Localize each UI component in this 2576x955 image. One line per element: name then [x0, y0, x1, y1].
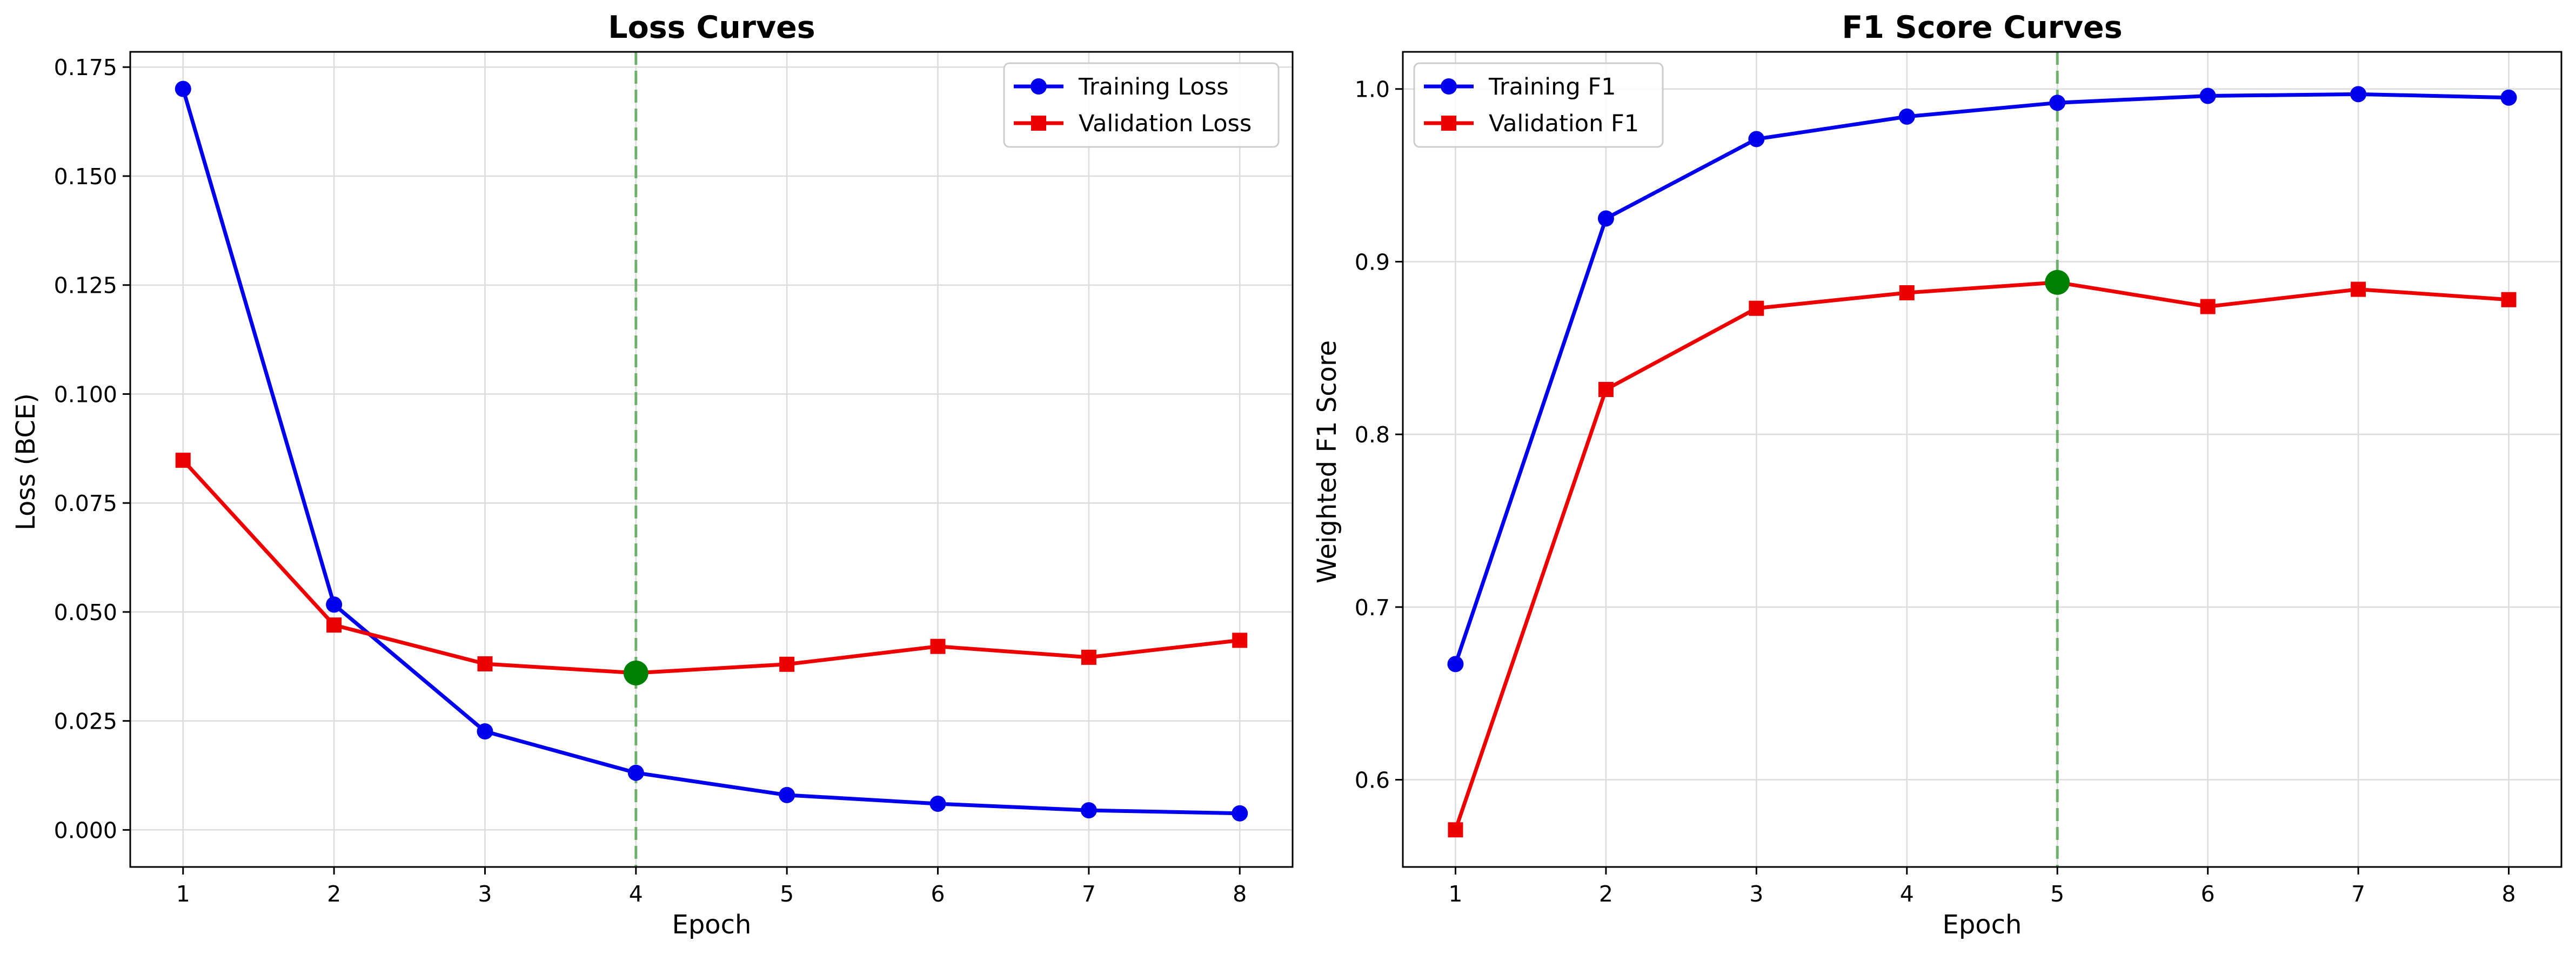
training-loss-point — [175, 80, 191, 97]
training-loss-point — [1080, 802, 1097, 819]
loss-legend-box — [1003, 62, 1280, 148]
loss-y-tick-label: 0.150 — [54, 164, 117, 190]
validation-loss-legend-marker — [1031, 116, 1046, 131]
training-loss-point — [326, 596, 343, 613]
validation-loss-point — [930, 638, 946, 654]
loss-y-tick-label: 0.075 — [54, 490, 117, 516]
loss-y-tick-label: 0.100 — [54, 381, 117, 407]
validation-loss-point — [1232, 633, 1248, 648]
training-f1-line — [1454, 92, 2509, 665]
loss-x-tick-label: 4 — [629, 881, 643, 907]
validation-f1-legend-label: Validation F1 — [1489, 110, 1639, 137]
loss-y-tick-label: 0.000 — [54, 817, 117, 843]
f1-y-tick-label: 0.7 — [1355, 595, 1390, 621]
loss-x-tick-label: 7 — [1082, 881, 1096, 907]
validation-f1-point — [1899, 285, 1915, 300]
loss-x-axis-label: Epoch — [672, 910, 752, 940]
training-loss-point — [1232, 805, 1248, 822]
validation-loss-point — [326, 617, 342, 633]
validation-f1-line — [1454, 280, 2509, 831]
f1-chart-title: F1 Score Curves — [1842, 10, 2122, 45]
training-loss-line — [181, 88, 1240, 816]
training-f1-point — [1898, 108, 1915, 125]
training-f1-point — [1447, 656, 1464, 672]
training-f1-point — [1748, 131, 1765, 147]
f1-y-tick-label: 0.9 — [1355, 249, 1390, 275]
loss-y-tick-label: 0.025 — [54, 709, 117, 735]
f1-x-tick-label: 2 — [1599, 881, 1613, 907]
training-f1-legend-marker — [1441, 78, 1457, 95]
f1-series — [1447, 86, 2517, 838]
training-f1-point — [2049, 95, 2066, 111]
validation-loss-legend-label: Validation Loss — [1079, 110, 1252, 137]
loss-y-tick-label: 0.125 — [54, 273, 117, 299]
training-loss-legend-label: Training Loss — [1078, 73, 1229, 100]
f1-y-tick-label: 0.8 — [1355, 422, 1390, 448]
f1-legend-box — [1413, 62, 1664, 148]
training-loss-point — [779, 786, 795, 803]
loss-best-epoch-marker — [623, 660, 648, 685]
loss-x-tick-label: 2 — [327, 881, 341, 907]
f1-plot-frame — [1402, 51, 2562, 868]
loss-plot-frame — [129, 51, 1294, 868]
f1-y-axis-label: Weighted F1 Score — [1312, 340, 1342, 583]
training-loss-point — [929, 795, 946, 812]
loss-x-tick-label: 6 — [931, 881, 945, 907]
loss-x-tick-label: 1 — [176, 881, 190, 907]
validation-loss-point — [779, 656, 795, 672]
loss-series — [175, 80, 1248, 822]
f1-x-tick-label: 7 — [2351, 881, 2365, 907]
training-loss-point — [477, 723, 493, 740]
loss-x-tick-label: 5 — [780, 881, 794, 907]
validation-f1-legend-marker — [1441, 116, 1456, 131]
f1-curves-panel: F1 Score Curves Epoch Weighted F1 Score … — [1312, 10, 2562, 940]
training-f1-point — [2350, 86, 2367, 103]
f1-best-epoch-marker-group — [2045, 270, 2070, 295]
loss-ticks: 1 2 3 4 5 6 7 8 0.000 0.025 0.050 0.075 0.100 0.125 0.… — [54, 55, 1247, 907]
validation-f1-point — [1448, 822, 1463, 838]
validation-loss-point — [477, 656, 493, 671]
f1-x-tick-label: 1 — [1448, 881, 1462, 907]
f1-x-tick-label: 3 — [1749, 881, 1763, 907]
loss-x-tick-label: 8 — [1233, 881, 1247, 907]
f1-y-tick-label: 1.0 — [1355, 77, 1390, 103]
training-loss-legend-marker — [1031, 78, 1047, 95]
training-loss-point — [627, 764, 644, 781]
loss-y-axis-label: Loss (BCE) — [11, 393, 41, 530]
f1-x-tick-label: 5 — [2050, 881, 2064, 907]
validation-loss-line — [182, 459, 1240, 675]
f1-x-tick-label: 6 — [2201, 881, 2215, 907]
f1-x-tick-label: 4 — [1900, 881, 1914, 907]
loss-legend: Training Loss Validation Loss — [1003, 62, 1280, 148]
validation-f1-point — [2501, 292, 2517, 307]
validation-f1-point — [2351, 281, 2366, 297]
loss-y-tick-label: 0.050 — [54, 600, 117, 626]
loss-best-epoch-marker-group — [623, 660, 648, 685]
training-f1-point — [2500, 89, 2517, 106]
training-f1-legend-label: Training F1 — [1488, 73, 1616, 100]
loss-chart-title: Loss Curves — [608, 10, 815, 45]
f1-y-tick-label: 0.6 — [1355, 768, 1390, 793]
f1-best-epoch-marker — [2045, 270, 2070, 295]
loss-x-tick-label: 3 — [478, 881, 492, 907]
f1-x-tick-label: 8 — [2501, 881, 2515, 907]
validation-loss-point — [1081, 649, 1096, 665]
validation-f1-point — [2200, 299, 2216, 314]
validation-f1-point — [1749, 300, 1764, 316]
loss-curves-panel: Loss Curves Epoch Loss (BCE) 1 2 3 4 5 6 7 8 0.0… — [11, 10, 1294, 940]
training-f1-point — [1597, 210, 1614, 227]
validation-f1-point — [1598, 382, 1614, 398]
training-f1-point — [2199, 88, 2216, 104]
f1-ticks: 1 2 3 4 5 6 7 8 0.6 0.7 0.8 0.9 1.0 — [1355, 77, 2516, 907]
f1-x-axis-label: Epoch — [1943, 910, 2022, 940]
loss-y-tick-label: 0.175 — [54, 55, 117, 80]
validation-loss-point — [175, 453, 191, 468]
f1-legend: Training F1 Validation F1 — [1413, 62, 1664, 148]
